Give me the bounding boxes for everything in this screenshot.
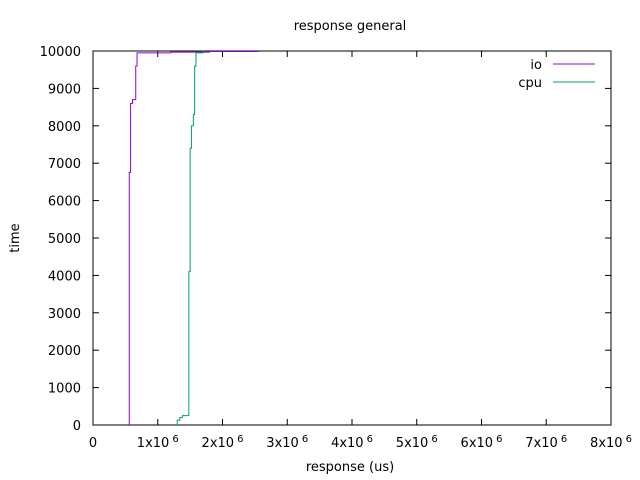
y-tick-label: 1000 (48, 382, 81, 397)
y-tick-label: 10000 (40, 45, 81, 60)
x-tick-label: 2x10 6 (202, 434, 244, 451)
x-tick-label: 7x10 6 (525, 434, 567, 451)
x-tick-label: 5x10 6 (396, 434, 438, 451)
y-tick-label: 5000 (48, 232, 81, 247)
y-tick-label: 0 (73, 419, 81, 434)
y-tick-label: 3000 (48, 307, 81, 322)
x-tick-label: 6x10 6 (461, 434, 503, 451)
x-tick-label: 4x10 6 (331, 434, 373, 451)
y-tick-label: 6000 (48, 195, 81, 210)
x-tick-label: 1x10 6 (137, 434, 179, 451)
x-tick-label: 3x10 6 (266, 434, 308, 451)
y-tick-label: 8000 (48, 120, 81, 135)
x-tick-label: 0 (89, 436, 97, 451)
y-tick-label: 4000 (48, 269, 81, 284)
series-line-cpu (176, 51, 204, 425)
y-axis-label: time (8, 223, 23, 252)
plot-frame (92, 50, 612, 426)
x-tick-label: 8x10 6 (590, 434, 632, 451)
y-tick-label: 9000 (48, 82, 81, 97)
series-line-io (128, 51, 259, 425)
y-tick-label: 2000 (48, 344, 81, 359)
chart-title: response general (294, 19, 407, 34)
legend-label-cpu: cpu (518, 76, 542, 91)
x-axis-label: response (us) (306, 460, 394, 475)
y-tick-label: 7000 (48, 157, 81, 172)
legend-label-io: io (530, 58, 542, 73)
